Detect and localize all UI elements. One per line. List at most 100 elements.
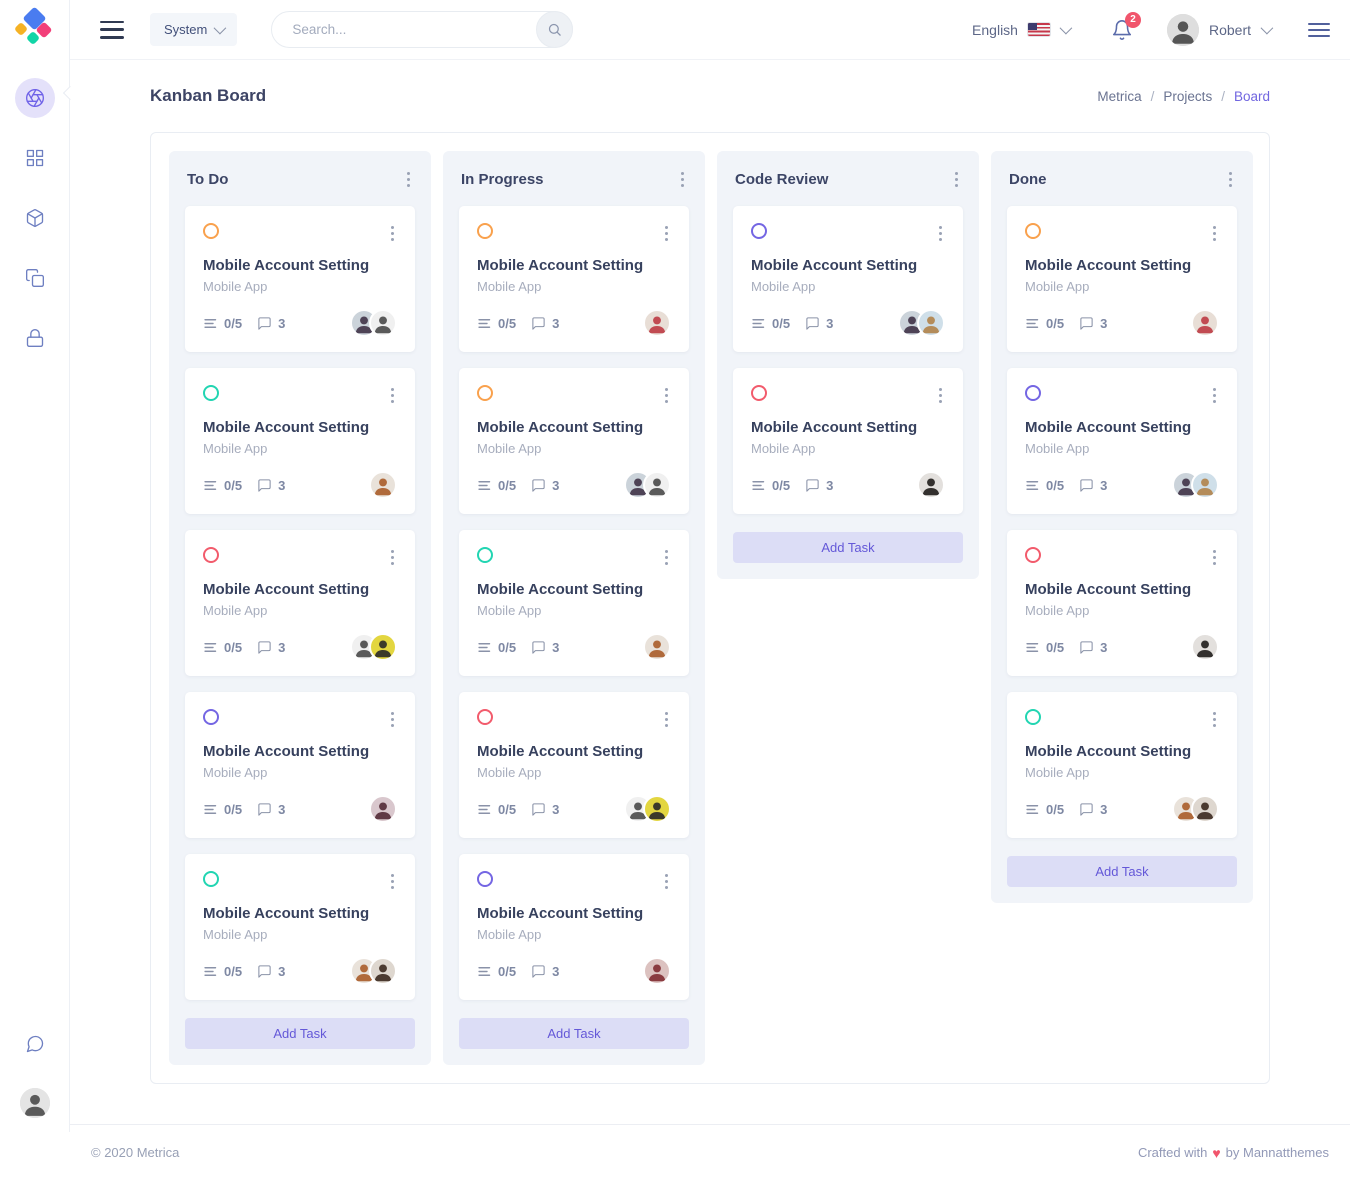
card-tasks: 0/5 [1025, 640, 1064, 655]
language-selector[interactable]: English [972, 22, 1073, 38]
column-menu-kebab-icon[interactable] [1226, 169, 1235, 190]
chevron-down-icon [1059, 21, 1073, 35]
task-card[interactable]: Mobile Account Setting Mobile App 0/5 3 [185, 530, 415, 676]
card-top-row [477, 871, 671, 892]
task-card[interactable]: Mobile Account Setting Mobile App 0/5 3 [1007, 692, 1237, 838]
card-comments: 3 [531, 316, 559, 331]
column-header: Done [1007, 167, 1237, 190]
comment-icon [1080, 316, 1093, 330]
sidebar-item-dashboard[interactable] [14, 78, 55, 118]
aperture-icon [25, 89, 44, 107]
card-status-dot [1025, 223, 1041, 239]
card-title: Mobile Account Setting [1025, 257, 1192, 274]
search-button[interactable] [536, 11, 574, 48]
user-menu[interactable]: Robert [1166, 13, 1274, 46]
checklist-icon [478, 318, 491, 328]
task-card[interactable]: Mobile Account Setting Mobile App 0/5 3 [1007, 206, 1237, 352]
column-menu-kebab-icon[interactable] [678, 169, 687, 190]
card-meta-row: 0/5 3 [203, 795, 397, 823]
column-title: Code Review [735, 171, 829, 188]
card-task-count: 0/5 [772, 315, 791, 331]
card-meta-left: 0/5 3 [203, 316, 285, 331]
task-card[interactable]: Mobile Account Setting Mobile App 0/5 3 [459, 206, 689, 352]
card-menu-kebab-icon[interactable] [936, 385, 945, 406]
card-comments: 3 [257, 478, 285, 493]
task-card[interactable]: Mobile Account Setting Mobile App 0/5 3 [1007, 530, 1237, 676]
card-menu-kebab-icon[interactable] [388, 385, 397, 406]
kanban-column: To Do Mobile Account Setting Mobile App … [169, 151, 431, 1065]
card-tasks: 0/5 [477, 478, 516, 493]
task-card[interactable]: Mobile Account Setting Mobile App 0/5 3 [185, 692, 415, 838]
add-task-button[interactable]: Add Task [1007, 856, 1237, 887]
sidebar-item-ui-elements[interactable] [15, 198, 55, 238]
task-card[interactable]: Mobile Account Setting Mobile App 0/5 3 [1007, 368, 1237, 514]
page: System English 2 Robert [70, 0, 1350, 1180]
credit-prefix: Crafted with [1137, 1145, 1208, 1160]
card-menu-kebab-icon[interactable] [662, 547, 671, 568]
card-menu-kebab-icon[interactable] [662, 385, 671, 406]
card-menu-kebab-icon[interactable] [388, 709, 397, 730]
breadcrumb-current: Board [1233, 88, 1270, 104]
sidebar-item-chat[interactable] [15, 1024, 55, 1064]
task-card[interactable]: Mobile Account Setting Mobile App 0/5 3 [733, 368, 963, 514]
card-avatars [350, 957, 397, 985]
notifications-button[interactable]: 2 [1111, 11, 1141, 41]
menu-toggle-icon[interactable] [100, 20, 124, 39]
task-card[interactable]: Mobile Account Setting Mobile App 0/5 3 [459, 692, 689, 838]
card-task-count: 0/5 [772, 477, 791, 493]
card-avatars [1191, 309, 1219, 337]
system-dropdown[interactable]: System [150, 13, 238, 46]
card-status-dot [477, 709, 493, 725]
card-menu-kebab-icon[interactable] [936, 223, 945, 244]
sidebar-user-avatar[interactable] [19, 1088, 50, 1118]
column-menu-kebab-icon[interactable] [952, 169, 961, 190]
task-card[interactable]: Mobile Account Setting Mobile App 0/5 3 [459, 854, 689, 1000]
task-card[interactable]: Mobile Account Setting Mobile App 0/5 3 [185, 368, 415, 514]
card-menu-kebab-icon[interactable] [388, 871, 397, 892]
card-menu-kebab-icon[interactable] [662, 709, 671, 730]
add-task-button[interactable]: Add Task [185, 1018, 415, 1049]
card-menu-kebab-icon[interactable] [1210, 223, 1219, 244]
search-input[interactable] [271, 11, 574, 48]
card-comments: 3 [531, 478, 559, 493]
grid-icon [26, 149, 43, 167]
card-comments: 3 [257, 802, 285, 817]
card-menu-kebab-icon[interactable] [388, 223, 397, 244]
add-task-button[interactable]: Add Task [733, 532, 963, 563]
task-card[interactable]: Mobile Account Setting Mobile App 0/5 3 [459, 530, 689, 676]
task-card[interactable]: Mobile Account Setting Mobile App 0/5 3 [185, 206, 415, 352]
sidebar-item-pages[interactable] [15, 258, 55, 298]
topbar-right: English 2 Robert [972, 11, 1330, 46]
comment-icon [258, 802, 271, 816]
card-menu-kebab-icon[interactable] [1210, 709, 1219, 730]
add-task-button[interactable]: Add Task [459, 1018, 689, 1049]
breadcrumb-item[interactable]: Projects [1163, 88, 1213, 104]
right-menu-icon[interactable] [1308, 22, 1330, 37]
card-menu-kebab-icon[interactable] [1210, 385, 1219, 406]
task-card[interactable]: Mobile Account Setting Mobile App 0/5 3 [459, 368, 689, 514]
column-menu-kebab-icon[interactable] [404, 169, 413, 190]
comment-icon [1080, 640, 1093, 654]
card-menu-kebab-icon[interactable] [662, 223, 671, 244]
app-logo[interactable] [0, 0, 70, 60]
avatar-woman-blonde [1191, 471, 1219, 499]
task-card[interactable]: Mobile Account Setting Mobile App 0/5 3 [185, 854, 415, 1000]
task-card[interactable]: Mobile Account Setting Mobile App 0/5 3 [733, 206, 963, 352]
notification-badge: 2 [1124, 11, 1141, 28]
card-subtitle: Mobile App [477, 279, 542, 294]
comment-icon [532, 802, 545, 816]
breadcrumb-item[interactable]: Metrica [1097, 88, 1142, 104]
card-task-count: 0/5 [224, 639, 243, 655]
card-menu-kebab-icon[interactable] [388, 547, 397, 568]
column-header: Code Review [733, 167, 963, 190]
card-top-row [203, 709, 397, 730]
card-menu-kebab-icon[interactable] [662, 871, 671, 892]
card-meta-left: 0/5 3 [477, 802, 559, 817]
checklist-icon [204, 480, 217, 490]
card-comments: 3 [805, 316, 833, 331]
card-comment-count: 3 [552, 801, 560, 817]
sidebar-item-authentication[interactable] [15, 318, 55, 358]
card-menu-kebab-icon[interactable] [1210, 547, 1219, 568]
card-top-row [477, 385, 671, 406]
sidebar-item-apps[interactable] [15, 138, 55, 178]
